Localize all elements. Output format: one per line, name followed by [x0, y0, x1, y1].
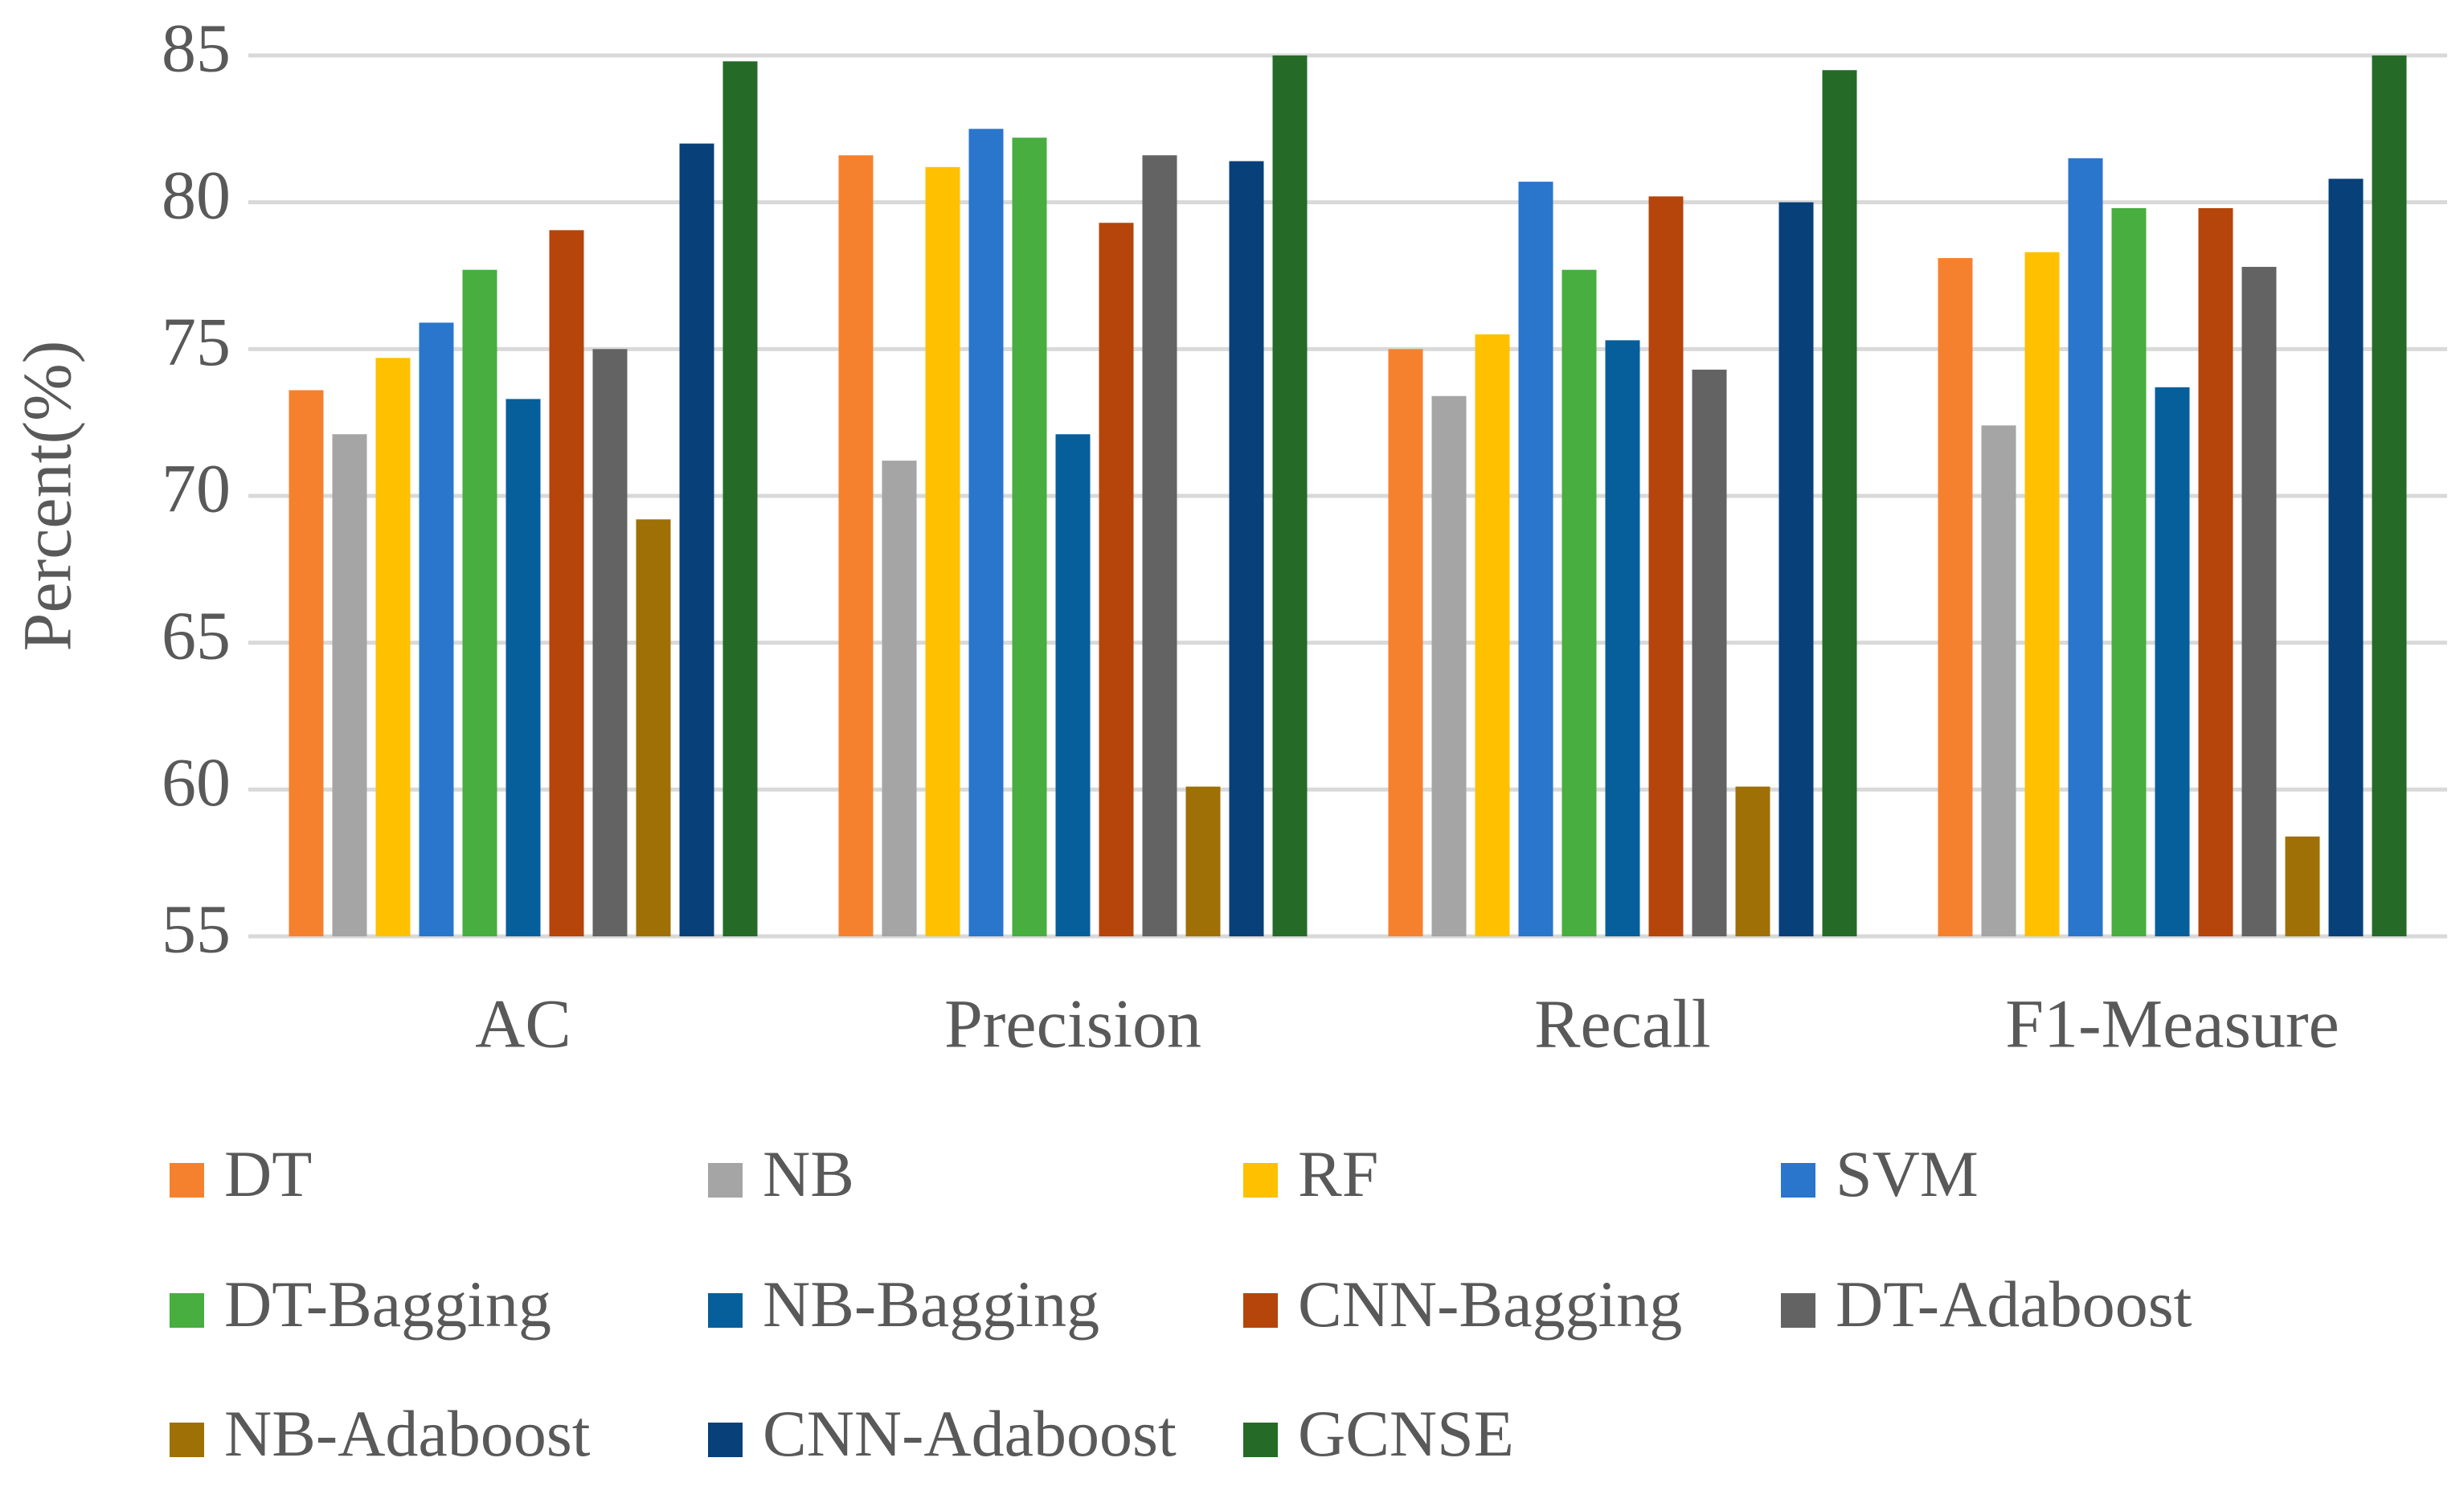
bar: [1735, 786, 1770, 936]
bar: [1981, 425, 2016, 936]
legend-swatch: [1243, 1163, 1278, 1198]
bar: [722, 61, 758, 937]
bar: [2111, 207, 2147, 936]
legend-label: NB-Bagging: [763, 1267, 1099, 1341]
bar: [1142, 155, 1177, 937]
y-axis-label: Percent(%): [9, 341, 86, 652]
legend-label: DT-Bagging: [224, 1267, 551, 1341]
bar: [2198, 207, 2233, 936]
legend-swatch: [1781, 1163, 1815, 1198]
legend-label: CNN-Bagging: [1298, 1267, 1682, 1341]
bar: [636, 519, 671, 936]
bar: [1605, 340, 1640, 937]
bar: [375, 358, 411, 936]
y-tick-label: 70: [162, 450, 231, 527]
x-tick-label: Precision: [944, 985, 1201, 1063]
bar: [549, 230, 584, 937]
legend-swatch: [1243, 1423, 1278, 1457]
legend-label: NB-Adaboost: [224, 1397, 591, 1470]
bar: [505, 399, 541, 936]
bar: [1185, 786, 1221, 936]
bar: [1692, 369, 1727, 936]
bar: [1229, 161, 1264, 936]
legend-swatch: [708, 1163, 743, 1198]
bar: [1055, 434, 1091, 936]
x-tick-label: Recall: [1534, 985, 1711, 1063]
legend-swatch: [170, 1423, 204, 1457]
bar: [592, 349, 628, 936]
legend-label: SVM: [1836, 1137, 1979, 1210]
x-tick-label: F1-Measure: [2005, 985, 2339, 1063]
y-tick-label: 65: [162, 596, 231, 674]
bar: [462, 269, 497, 936]
legend-swatch: [170, 1293, 204, 1328]
y-tick-label: 75: [162, 303, 231, 380]
bar: [968, 129, 1004, 937]
legend-label: DT-Adaboost: [1836, 1267, 2192, 1341]
legend-swatch: [708, 1293, 743, 1328]
bar: [1012, 137, 1047, 936]
x-tick-label: AC: [475, 985, 571, 1063]
legend-label: RF: [1298, 1137, 1378, 1210]
bar: [925, 166, 960, 936]
bar: [2372, 55, 2407, 936]
y-tick-label: 60: [162, 743, 231, 821]
bar: [1778, 202, 1814, 936]
bar: [1561, 269, 1597, 936]
bar: [289, 390, 324, 937]
legend-label: GCNSE: [1298, 1397, 1514, 1470]
bar: [332, 434, 367, 936]
bar: [679, 143, 714, 937]
legend-swatch: [170, 1163, 204, 1198]
bar: [2241, 267, 2277, 936]
legend-swatch: [1243, 1293, 1278, 1328]
bar: [2068, 158, 2103, 936]
bar: [2285, 836, 2320, 936]
bar: [1822, 70, 1857, 936]
y-tick-label: 55: [162, 891, 231, 968]
y-tick-label: 85: [162, 10, 231, 87]
legend-label: NB: [763, 1137, 854, 1210]
bar: [1099, 223, 1134, 936]
bar: [1272, 55, 1308, 936]
bar: [2155, 387, 2190, 936]
bar: [1938, 258, 1973, 937]
legend-swatch: [1781, 1293, 1815, 1328]
bar: [1648, 196, 1684, 937]
legend-label: DT: [224, 1137, 312, 1210]
bar: [2024, 252, 2060, 937]
legend-swatch: [708, 1423, 743, 1457]
y-tick-label: 80: [162, 156, 231, 233]
bar: [882, 461, 917, 936]
bar: [419, 322, 454, 936]
bar: [1475, 334, 1510, 937]
bar: [1388, 349, 1423, 936]
legend-label: CNN-Adaboost: [763, 1397, 1177, 1470]
bar: [1431, 395, 1467, 937]
bar: [2328, 178, 2364, 936]
bar: [1518, 182, 1553, 937]
bar: [838, 155, 874, 937]
